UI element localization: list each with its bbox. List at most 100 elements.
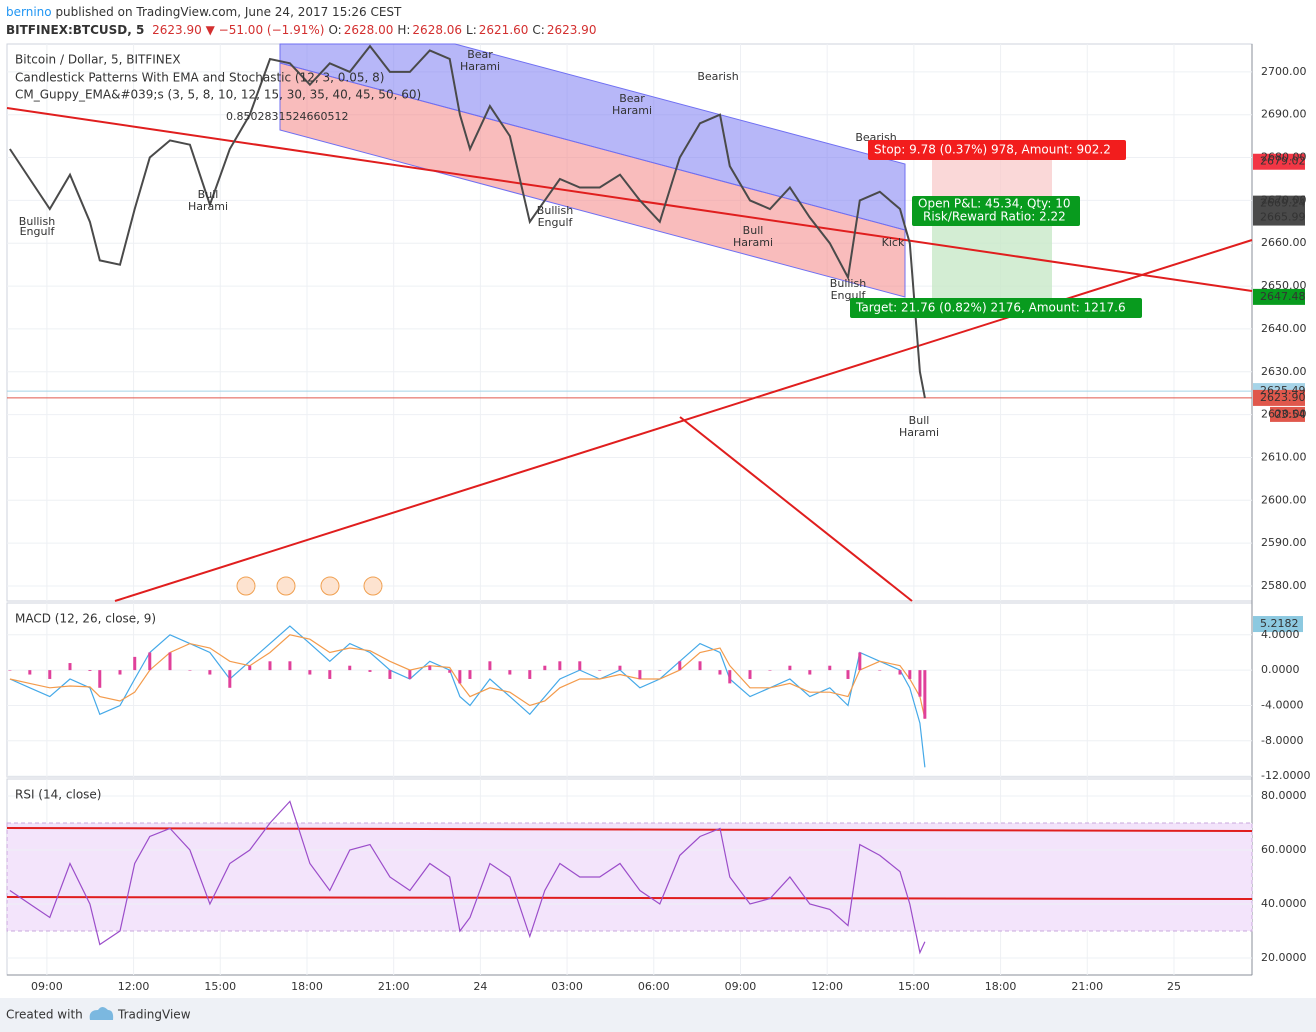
x-tick-label: 06:00 [638, 980, 670, 993]
histogram-bar [558, 661, 562, 671]
price-badge [1253, 288, 1305, 305]
histogram-bar [308, 670, 312, 675]
price-badge [1253, 153, 1305, 170]
histogram-bar [88, 670, 92, 672]
flag[interactable] [236, 576, 256, 596]
y-tick-label: 40.0000 [1261, 897, 1307, 910]
x-tick-label: 09:00 [725, 980, 757, 993]
histogram-bar [98, 670, 102, 688]
histogram-bar [618, 665, 622, 671]
histogram-bar [918, 670, 922, 697]
histogram-bar [923, 670, 927, 719]
y-tick-label: 2660.00 [1261, 236, 1307, 249]
ohlc-label: L: [466, 23, 477, 37]
ohlc-value: 2623.90 [547, 23, 597, 37]
flag[interactable] [276, 576, 296, 596]
author[interactable]: bernino [6, 5, 52, 19]
pattern-label: Bull [909, 414, 930, 427]
header-line-2: BITFINEX:BTCUSD, 5 2623.90 ▼ −51.00 (−1.… [6, 23, 596, 37]
ohlc-label: C: [532, 23, 544, 37]
histogram-bar [68, 663, 72, 671]
ohlc-value: 2628.06 [412, 23, 462, 37]
histogram-bar [148, 652, 152, 671]
histogram-bar [408, 670, 412, 679]
footer [0, 998, 1316, 1032]
histogram-bar [508, 670, 512, 675]
flag[interactable] [363, 576, 383, 596]
y-tick-label: 2690.00 [1261, 108, 1307, 121]
histogram-bar [488, 661, 492, 671]
pattern-label: Bull [743, 224, 764, 237]
ohlc-value: 2628.00 [344, 23, 394, 37]
histogram-bar [268, 661, 272, 671]
histogram-bar [718, 670, 722, 675]
histogram-bar [328, 670, 332, 679]
x-tick-label: 18:00 [985, 980, 1017, 993]
indicator-legend: CM_Guppy_EMA&#039;s (3, 5, 8, 10, 12, 15… [15, 88, 421, 102]
pattern-label: Harami [899, 426, 939, 439]
y-tick-label: 2590.00 [1261, 536, 1307, 549]
histogram-bar [858, 652, 862, 671]
footer-created: Created with [6, 1008, 83, 1022]
histogram-bar [908, 670, 912, 679]
price-badge [1253, 209, 1305, 226]
histogram-bar [348, 665, 352, 671]
histogram-bar [428, 665, 432, 671]
histogram-bar [788, 665, 792, 671]
x-tick-label: 25 [1167, 980, 1181, 993]
pattern-label: Bullish [830, 277, 866, 290]
last: 2623.90 [152, 23, 202, 37]
y-tick-label: 80.0000 [1261, 789, 1307, 802]
stop-box [868, 140, 1126, 160]
y-tick-label: 0.0000 [1261, 663, 1300, 676]
histogram-bar [448, 670, 452, 673]
y-tick-label: 2630.00 [1261, 365, 1307, 378]
histogram-bar [368, 670, 372, 672]
change: −51.00 (−1.91%) [219, 23, 325, 37]
histogram-bar [388, 670, 392, 679]
x-tick-label: 12:00 [118, 980, 150, 993]
pattern-label: Harami [188, 200, 228, 213]
histogram-bar [288, 661, 292, 671]
pattern-label: Bullish [537, 204, 573, 217]
histogram-bar [658, 670, 662, 671]
y-tick-label: 2640.00 [1261, 322, 1307, 335]
x-tick-label: 15:00 [898, 980, 930, 993]
histogram-bar [698, 661, 702, 671]
logo [89, 1007, 114, 1020]
histogram-bar [878, 670, 882, 671]
histogram-bar [638, 670, 642, 679]
price-badge-label: 2669.24 [1260, 197, 1306, 210]
y-tick-label: 2600.00 [1261, 493, 1307, 506]
histogram-bar [846, 670, 850, 679]
pattern-label: Engulf [20, 225, 56, 238]
pattern-label: Bullish [19, 215, 55, 228]
published: published on TradingView.com, June 24, 2… [55, 5, 402, 19]
price-badge [1253, 389, 1305, 406]
labels: 09:00 12:00 15:00 18:00 21:00 24 03:00 06:00 09:… [15, 48, 1310, 993]
indicator-value: 0.8502831524660512 [226, 110, 348, 123]
target-box [850, 298, 1142, 318]
rr-label: Risk/Reward Ratio: 2.22 [923, 210, 1066, 224]
histogram-bar [898, 670, 902, 675]
y-tick-label: 2680.00 [1261, 151, 1307, 164]
channel-lower [279, 62, 906, 298]
rsi-line [6, 827, 1253, 832]
price-badge-label: 2647.48 [1260, 290, 1306, 303]
price-badge [1253, 195, 1305, 212]
pane-title: RSI (14, close) [15, 788, 101, 802]
price-badge-label: 2679.02 [1260, 155, 1306, 168]
flag[interactable] [320, 576, 340, 596]
histogram-bar [248, 665, 252, 671]
x-tick-label: 15:00 [204, 980, 236, 993]
symbol: BITFINEX:BTCUSD, 5 [6, 23, 144, 37]
x-tick-label: 09:00 [31, 980, 63, 993]
pattern-label: Harami [733, 236, 773, 249]
y-tick-label: 60.0000 [1261, 843, 1307, 856]
indicator-legend: Candlestick Patterns With EMA and Stocha… [15, 71, 384, 85]
pattern-label: Bear [619, 92, 645, 105]
footer-brand[interactable]: TradingView [117, 1008, 191, 1022]
histogram-bar [768, 670, 772, 671]
pattern-label: Engulf [538, 216, 574, 229]
